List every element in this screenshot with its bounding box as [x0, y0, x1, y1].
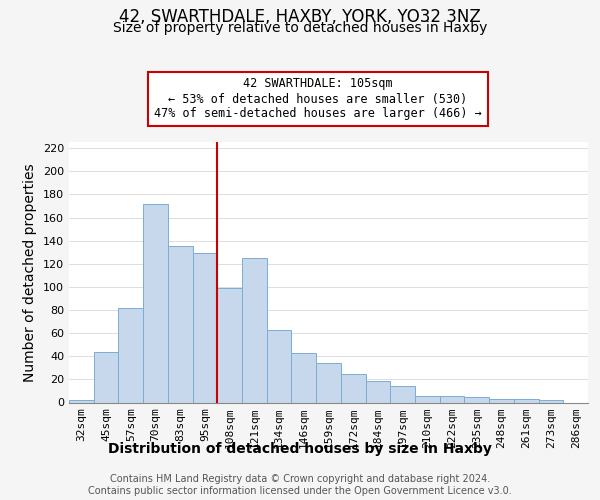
Text: Contains public sector information licensed under the Open Government Licence v3: Contains public sector information licen… — [88, 486, 512, 496]
Bar — [242, 258, 267, 402]
Bar — [118, 308, 143, 402]
Bar — [316, 363, 341, 403]
Bar — [143, 204, 168, 402]
Bar — [539, 400, 563, 402]
Bar — [464, 396, 489, 402]
Bar — [94, 352, 118, 403]
Bar — [168, 246, 193, 402]
Text: Contains HM Land Registry data © Crown copyright and database right 2024.: Contains HM Land Registry data © Crown c… — [110, 474, 490, 484]
Bar — [292, 353, 316, 403]
Bar — [514, 399, 539, 402]
Y-axis label: Number of detached properties: Number of detached properties — [23, 163, 37, 382]
Bar — [440, 396, 464, 402]
Bar — [341, 374, 365, 402]
Bar — [489, 399, 514, 402]
Bar — [390, 386, 415, 402]
Bar — [69, 400, 94, 402]
Text: Distribution of detached houses by size in Haxby: Distribution of detached houses by size … — [108, 442, 492, 456]
Text: 42, SWARTHDALE, HAXBY, YORK, YO32 3NZ: 42, SWARTHDALE, HAXBY, YORK, YO32 3NZ — [119, 8, 481, 26]
Text: Size of property relative to detached houses in Haxby: Size of property relative to detached ho… — [113, 21, 487, 35]
Bar — [415, 396, 440, 402]
Bar — [193, 254, 217, 402]
Bar — [267, 330, 292, 402]
Bar — [217, 288, 242, 403]
Text: 42 SWARTHDALE: 105sqm
← 53% of detached houses are smaller (530)
47% of semi-det: 42 SWARTHDALE: 105sqm ← 53% of detached … — [154, 78, 482, 120]
Bar — [365, 380, 390, 402]
